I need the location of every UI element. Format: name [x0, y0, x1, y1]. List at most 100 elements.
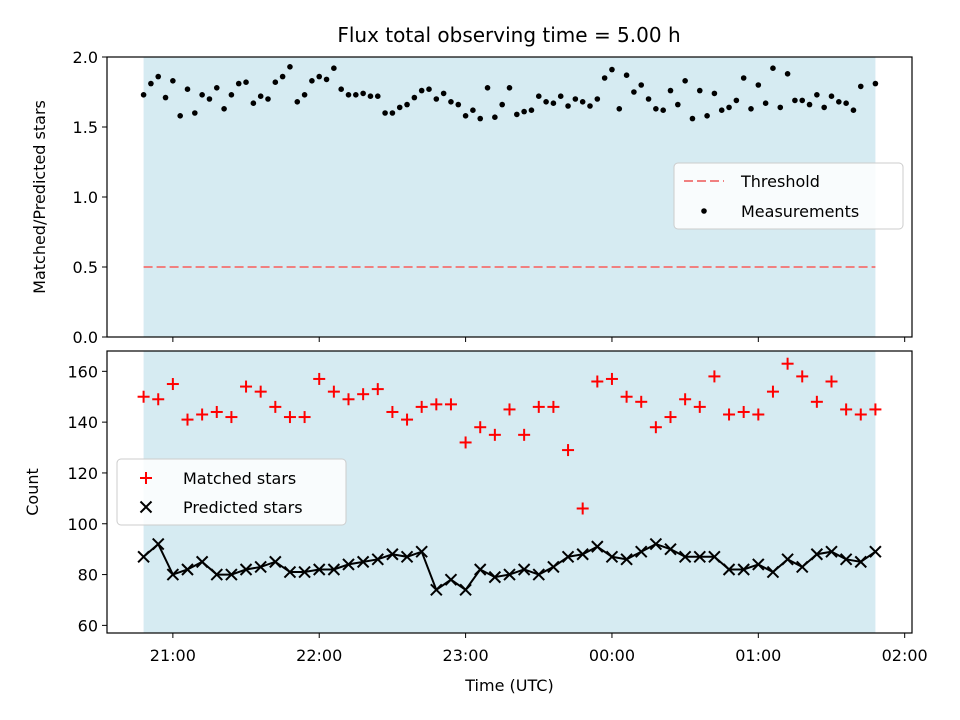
measurement-point [257, 93, 264, 99]
measurement-point [506, 85, 513, 91]
measurement-point [462, 113, 469, 119]
measurement-point [148, 80, 154, 87]
predicted-star-marker [400, 550, 414, 563]
measurement-point [755, 82, 762, 88]
predicted-star-marker [283, 565, 297, 579]
predicted-star-marker [620, 553, 633, 566]
y-tick-label: 0.0 [73, 328, 98, 347]
measurement-point [762, 100, 769, 106]
predicted-star-marker [195, 555, 209, 569]
predicted-star-marker [430, 583, 443, 597]
measurement-point [645, 96, 652, 102]
matched-star-marker [620, 390, 633, 403]
predicted-marker-stroke [869, 545, 882, 558]
measurement-point [155, 73, 162, 80]
matched-star-marker [166, 378, 179, 391]
x-tick-label: 23:00 [443, 646, 489, 665]
measurement-point [814, 92, 820, 98]
measurement-point [792, 97, 798, 104]
matched-star-marker [562, 444, 575, 457]
predicted-marker-stroke [708, 550, 721, 563]
predicted-star-marker [371, 553, 384, 566]
measurement-point [404, 101, 410, 108]
measurement-point [287, 64, 293, 70]
y-tick-label: 1.0 [73, 188, 98, 207]
measurement-point [616, 106, 623, 112]
predicted-marker-stroke [210, 568, 223, 581]
matched-star-marker [342, 393, 355, 406]
legend-top: Threshold Measurements [673, 162, 904, 230]
measurement-point [784, 71, 791, 77]
predicted-star-marker [722, 563, 736, 576]
legend-threshold-label: Threshold [740, 172, 820, 191]
y-tick-label: 100 [67, 515, 98, 534]
measurement-point [192, 110, 198, 116]
predicted-marker-stroke [474, 563, 487, 576]
y-tick-label: 120 [67, 464, 98, 483]
matched-star-marker [181, 413, 194, 426]
predicted-marker-stroke [737, 563, 750, 576]
x-tick-label: 02:00 [882, 646, 928, 665]
x-axis-label: Time (UTC) [464, 676, 553, 695]
measurement-point [675, 101, 681, 108]
measurement-point [448, 99, 454, 105]
matched-star-marker [298, 411, 311, 424]
chart-title: Flux total observing time = 5.00 h [337, 23, 680, 47]
predicted-marker-stroke [356, 555, 370, 569]
y-tick-label: 1.5 [73, 118, 98, 137]
predicted-star-marker [269, 555, 282, 569]
predicted-marker-stroke [327, 563, 341, 576]
measurement-point [477, 115, 484, 122]
measurement-point [843, 100, 849, 106]
matched-star-marker [459, 436, 472, 449]
measurement-point [440, 90, 447, 97]
matched-star-marker [825, 375, 838, 388]
measurement-point [601, 75, 608, 81]
predicted-marker-stroke [517, 563, 531, 576]
measurement-point [235, 80, 242, 87]
predicted-marker-stroke [371, 553, 384, 566]
matched-star-marker [854, 408, 867, 421]
predicted-star-marker [459, 583, 472, 597]
measurement-point [499, 101, 505, 108]
measurement-point [579, 99, 586, 105]
measurement-point [623, 72, 630, 78]
measurement-point [484, 85, 491, 91]
matched-star-marker [225, 411, 238, 424]
predicted-star-marker [532, 568, 545, 581]
measurement-point [528, 107, 535, 113]
matched-star-marker [869, 403, 882, 416]
predicted-star-marker [327, 563, 341, 576]
predicted-marker-stroke [752, 558, 765, 571]
matched-star-marker [649, 421, 662, 434]
measurement-point [455, 101, 462, 108]
predicted-marker-stroke [342, 558, 355, 571]
predicted-marker-stroke [825, 545, 838, 558]
predicted-marker-stroke [283, 565, 297, 579]
predicted-star-marker [547, 560, 560, 574]
measurement-point [360, 90, 366, 97]
predicted-marker-stroke [561, 550, 575, 563]
measurement-point [213, 85, 220, 91]
matched-star-marker [723, 408, 736, 421]
x-tick-label: 21:00 [150, 646, 196, 665]
matched-star-marker [283, 411, 296, 424]
measurement-point [221, 106, 227, 112]
measurement-point [857, 83, 864, 90]
legend-predicted-swatch [139, 500, 153, 514]
predicted-star-marker [254, 560, 267, 574]
measurement-point [418, 87, 425, 94]
y-tick-label: 60 [78, 616, 98, 635]
predicted-marker-stroke [386, 548, 399, 561]
matched-star-marker [737, 405, 750, 418]
measurement-point [411, 94, 418, 101]
y-tick-label: 160 [67, 362, 98, 381]
legend-predicted-label: Predicted stars [183, 498, 303, 517]
predicted-marker-stroke [166, 568, 180, 581]
measurement-point [206, 96, 213, 102]
measurement-point [828, 93, 835, 99]
predicted-star-marker [356, 555, 370, 569]
measurement-point [492, 114, 498, 120]
predicted-star-marker [166, 568, 180, 581]
predicted-star-marker [766, 565, 780, 579]
